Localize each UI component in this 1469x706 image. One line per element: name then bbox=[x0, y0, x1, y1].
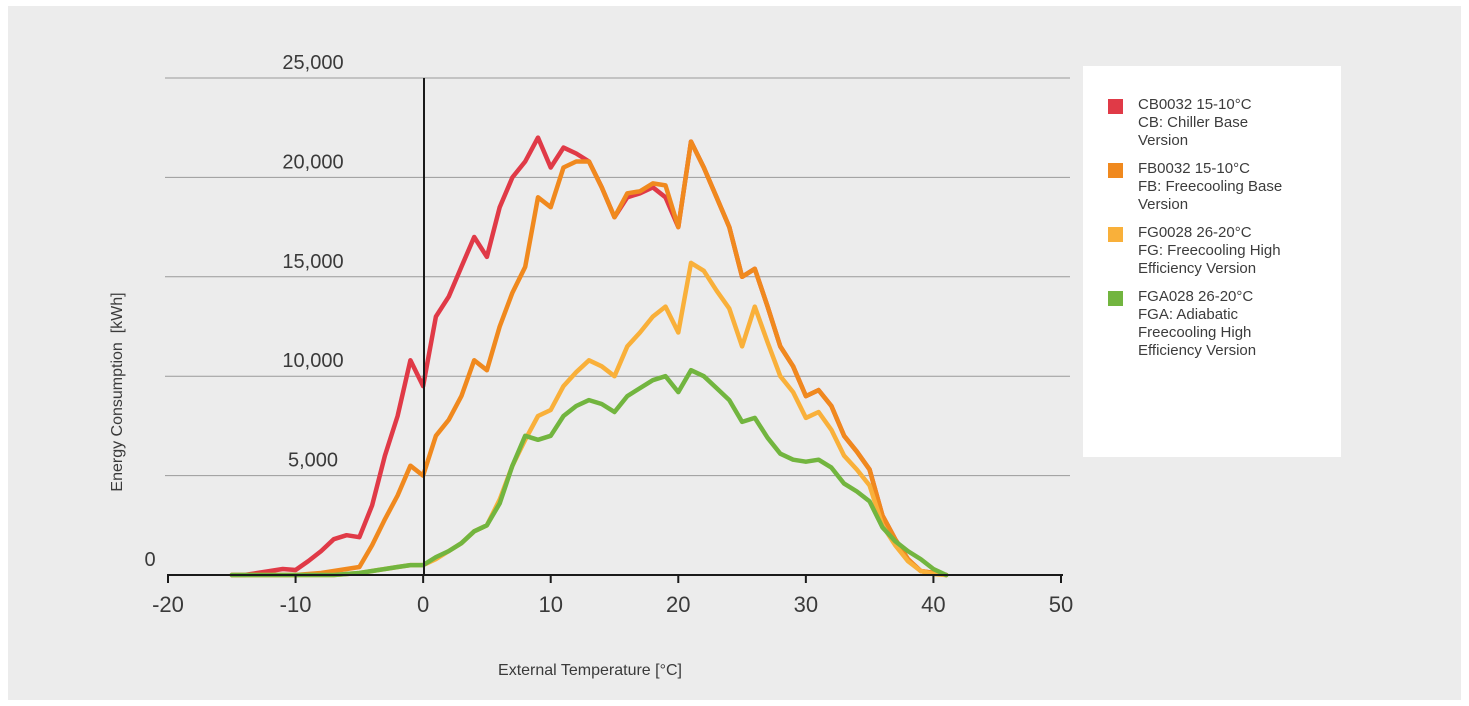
legend-series-description: Version bbox=[1138, 132, 1189, 149]
legend-series-name: FG0028 26-20°C bbox=[1138, 224, 1252, 241]
legend-item-fga028: FGA028 26-20°C FGA: Adiabatic Freecoolin… bbox=[1108, 288, 1341, 360]
y-tick-label: 25,000 bbox=[282, 52, 343, 74]
x-tick-label: 30 bbox=[794, 592, 818, 617]
legend-series-description: CB: Chiller Base bbox=[1138, 114, 1249, 131]
y-tick-label: 0 bbox=[144, 549, 155, 571]
legend-series-name: FB0032 15-10°C bbox=[1138, 160, 1250, 177]
legend-series-description: Efficiency Version bbox=[1138, 342, 1257, 359]
legend-swatch bbox=[1108, 291, 1123, 306]
legend-series-description: FB: Freecooling Base bbox=[1138, 178, 1283, 195]
legend-series-description: FG: Freecooling High bbox=[1138, 242, 1281, 259]
legend-series-name: CB0032 15-10°C bbox=[1138, 96, 1252, 113]
legend-series-description: FGA: Adiabatic bbox=[1138, 306, 1239, 323]
x-tick-label: 40 bbox=[921, 592, 945, 617]
series-lines bbox=[229, 135, 949, 578]
legend-item-cb0032: CB0032 15-10°C CB: Chiller Base Version bbox=[1108, 96, 1341, 150]
axes bbox=[167, 78, 1063, 576]
legend-swatch bbox=[1108, 227, 1123, 242]
y-tick-label: 10,000 bbox=[282, 350, 343, 372]
legend-series-name: FGA028 26-20°C bbox=[1138, 288, 1254, 305]
y-tick-label: 5,000 bbox=[288, 450, 338, 472]
x-tick-label: -10 bbox=[280, 592, 312, 617]
series-line-4 bbox=[229, 367, 949, 578]
x-tick-label: 0 bbox=[417, 592, 429, 617]
legend: CB0032 15-10°C CB: Chiller Base Version … bbox=[1083, 66, 1341, 457]
y-tick-label: 20,000 bbox=[282, 151, 343, 173]
legend-swatch bbox=[1108, 163, 1123, 178]
y-tick-labels: 0 5,000 10,000 15,000 20,000 25,000 bbox=[144, 52, 343, 571]
legend-item-fg0028: FG0028 26-20°C FG: Freecooling High Effi… bbox=[1108, 224, 1341, 278]
legend-swatch bbox=[1108, 99, 1123, 114]
x-tick-label: 50 bbox=[1049, 592, 1073, 617]
y-axis-label: Energy Consumption [kWh] bbox=[109, 292, 126, 492]
x-tick-label: 10 bbox=[538, 592, 562, 617]
legend-series-description: Efficiency Version bbox=[1138, 260, 1257, 277]
legend-series-description: Freecooling High bbox=[1138, 324, 1252, 341]
x-tick-label: 20 bbox=[666, 592, 690, 617]
series-line-2 bbox=[229, 139, 949, 578]
gridlines bbox=[165, 77, 1070, 477]
x-tick-labels: -20 -10 0 10 20 30 40 50 bbox=[152, 575, 1073, 617]
legend-item-fb0032: FB0032 15-10°C FB: Freecooling Base Vers… bbox=[1108, 160, 1341, 214]
legend-series-description: Version bbox=[1138, 196, 1189, 213]
y-tick-label: 15,000 bbox=[282, 251, 343, 273]
x-tick-label: -20 bbox=[152, 592, 184, 617]
x-axis-label: External Temperature [°C] bbox=[498, 662, 682, 679]
